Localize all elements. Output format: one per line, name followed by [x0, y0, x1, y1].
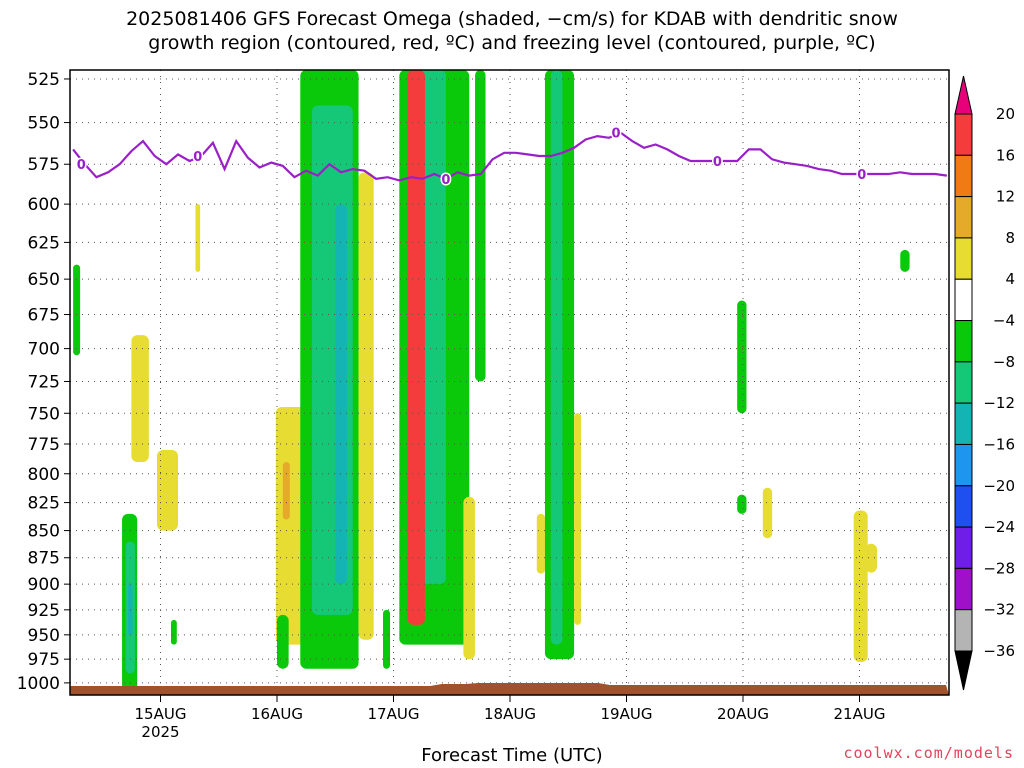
omega-region-5	[157, 450, 178, 531]
colorbar-band-12	[954, 609, 973, 652]
y-tick-label-900: 900	[28, 575, 60, 595]
x-axis-title: Forecast Time (UTC)	[421, 745, 603, 766]
colorbar-label-3: 8	[1005, 229, 1015, 247]
colorbar-band-9	[954, 485, 973, 528]
colorbar-legend: 20 16 12 8 4 −4 −8 −12 −16 −20 −24 −28 −32 −36	[954, 75, 1015, 691]
y-tick-label-600: 600	[28, 195, 60, 215]
colorbar-label-13: −36	[983, 642, 1015, 660]
freezing-level-label-2: 0	[441, 173, 450, 188]
y-tick-label-750: 750	[28, 404, 60, 424]
omega-region-13	[335, 204, 347, 585]
y-tick-label-975: 975	[28, 650, 60, 670]
freezing-level-label-5: 0	[857, 168, 866, 183]
omega-region-15	[383, 609, 391, 669]
x-tick-sublabel-0: 2025	[141, 723, 179, 741]
x-tick-label-2: 17AUG	[368, 705, 420, 723]
ground-surface	[70, 683, 949, 695]
colorbar-band-10	[954, 526, 973, 569]
y-tick-label-875: 875	[28, 549, 60, 569]
colorbar-band-7	[954, 402, 973, 445]
colorbar-cap-top	[954, 75, 973, 115]
omega-region-22	[536, 513, 545, 574]
colorbar-label-1: 16	[996, 146, 1015, 164]
freezing-level-label-0: 0	[77, 158, 86, 173]
colorbar-label-11: −28	[983, 559, 1015, 577]
colorbar-label-6: −8	[993, 353, 1015, 371]
omega-region-30	[865, 543, 877, 573]
omega-region-26	[737, 300, 747, 414]
y-axis: 525 550 575 600 625 650 675 700 725 750 775 800 825 8…	[17, 70, 70, 694]
y-tick-label-775: 775	[28, 435, 60, 455]
omega-region-25	[574, 413, 582, 625]
colorbar-band-8	[954, 443, 973, 487]
omega-region-31	[900, 249, 910, 272]
x-tick-label-5: 20AUG	[717, 705, 769, 723]
chart-title-line1: 2025081406 GFS Forecast Omega (shaded, −…	[126, 8, 898, 30]
omega-region-0	[73, 264, 81, 356]
omega-region-14	[358, 172, 374, 640]
x-tick-label-4: 19AUG	[601, 705, 653, 723]
colorbar-band-1	[954, 154, 973, 198]
colorbar-label-5: −4	[993, 312, 1015, 330]
colorbar-band-4	[954, 278, 973, 322]
freezing-level-label-4: 0	[713, 155, 722, 170]
y-tick-label-950: 950	[28, 626, 60, 646]
colorbar-label-8: −16	[983, 435, 1015, 453]
y-tick-label-550: 550	[28, 114, 60, 134]
y-tick-label-675: 675	[28, 306, 60, 326]
x-tick-label-3: 18AUG	[484, 705, 536, 723]
y-tick-label-700: 700	[28, 340, 60, 360]
omega-region-19	[407, 70, 425, 625]
y-tick-label-525: 525	[28, 70, 60, 90]
y-tick-label-800: 800	[28, 465, 60, 485]
colorbar-label-2: 12	[996, 188, 1015, 206]
credit-link[interactable]: coolwx.com/models	[843, 744, 1014, 762]
x-tick-label-0: 15AUG	[135, 705, 187, 723]
omega-region-7	[170, 619, 177, 645]
omega-region-10	[277, 614, 289, 669]
omega-region-27	[737, 494, 747, 514]
omega-region-4	[131, 335, 149, 462]
colorbar-label-10: −24	[983, 518, 1015, 536]
y-tick-label-650: 650	[28, 270, 60, 290]
omega-region-29	[853, 510, 868, 663]
x-tick-label-1: 16AUG	[251, 705, 303, 723]
freezing-level-line	[72, 131, 948, 182]
colorbar-band-5	[954, 320, 973, 363]
chart-title-line2: growth region (contoured, red, ºC) and f…	[148, 32, 876, 54]
colorbar-cap-bottom	[954, 650, 973, 691]
freezing-level-label-3: 0	[611, 127, 620, 142]
y-tick-label-925: 925	[28, 601, 60, 621]
omega-region-9	[282, 461, 290, 520]
y-tick-label-825: 825	[28, 494, 60, 514]
y-tick-label-575: 575	[28, 155, 60, 175]
y-tick-label-725: 725	[28, 372, 60, 392]
colorbar-band-3	[954, 237, 973, 280]
omega-region-24	[550, 70, 563, 645]
colorbar-band-11	[954, 567, 973, 611]
colorbar-label-9: −20	[983, 477, 1015, 495]
omega-shading	[73, 70, 910, 693]
colorbar-label-7: −12	[983, 394, 1015, 412]
freezing-level-contour: 0 0 0 0 0 0	[72, 125, 948, 189]
colorbar-band-0	[954, 113, 973, 156]
freezing-level-label-1: 0	[193, 150, 202, 165]
ground-fill	[70, 683, 949, 695]
colorbar-band-2	[954, 196, 973, 239]
y-tick-label-625: 625	[28, 233, 60, 253]
colorbar-band-6	[954, 361, 973, 404]
colorbar-label-12: −32	[983, 601, 1015, 619]
omega-region-6	[195, 204, 201, 272]
colorbar-label-0: 20	[996, 105, 1015, 123]
omega-region-21	[475, 70, 486, 382]
omega-region-20	[463, 496, 476, 660]
x-tick-label-6: 21AUG	[834, 705, 886, 723]
y-tick-label-850: 850	[28, 522, 60, 542]
colorbar-label-4: 4	[1005, 270, 1015, 288]
y-tick-label-1000: 1000	[17, 674, 60, 694]
omega-region-28	[762, 487, 773, 539]
